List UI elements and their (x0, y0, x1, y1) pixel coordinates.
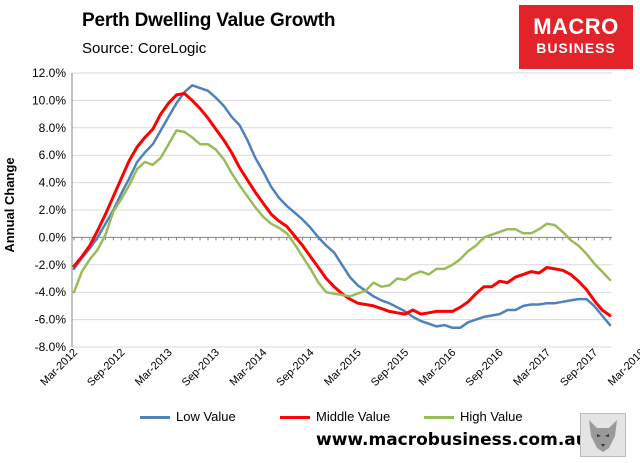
y-gridlines (72, 72, 612, 348)
x-tick-label: Sep-2012 (85, 347, 127, 389)
y-tick-label: 6.0% (39, 148, 67, 162)
y-tick-label: 4.0% (39, 176, 67, 190)
y-tick-label: 0.0% (39, 230, 67, 244)
macrobusiness-logo: MACRO BUSINESS (519, 5, 633, 69)
x-tick-label: Sep-2015 (369, 347, 411, 389)
y-tick-label: -2.0% (35, 258, 67, 272)
series-line-middle (72, 92, 612, 317)
legend-label-low: Low Value (176, 409, 236, 424)
axes (71, 73, 612, 347)
y-tick-label: -8.0% (35, 340, 67, 354)
legend-label-high: High Value (460, 409, 523, 424)
x-tick-label: Mar-2013 (133, 347, 175, 389)
series-lines (72, 84, 612, 330)
legend-item-high: High Value (424, 409, 523, 424)
logo-line-1: MACRO (533, 14, 619, 39)
legend-swatch-low (140, 416, 170, 420)
logo-line-2: BUSINESS (536, 40, 616, 56)
legend-swatch-middle (280, 416, 310, 420)
legend-item-middle: Middle Value (280, 409, 390, 424)
x-tick-label: Sep-2013 (180, 347, 222, 389)
x-tick-label: Sep-2017 (558, 347, 600, 389)
series-line-high (72, 129, 612, 298)
y-tick-label: -4.0% (35, 285, 67, 299)
x-tick-label: Mar-2014 (228, 347, 270, 389)
chart-title: Perth Dwelling Value Growth (82, 10, 336, 31)
y-tick-label: 8.0% (39, 121, 67, 135)
y-tick-label: 2.0% (39, 203, 67, 217)
x-tick-label: Mar-2018 (606, 347, 640, 389)
x-tick-labels: Mar-2012 Sep-2012 Mar-2013 Sep-2013 Mar-2014… (38, 347, 640, 389)
legend-label-middle: Middle Value (316, 409, 391, 424)
x-tick-label: Sep-2016 (464, 347, 506, 389)
legend-swatch-high (424, 416, 454, 420)
y-tick-labels: -8.0% -6.0% -4.0% -2.0% 0.0% 2.0% 4.0% 6.0% 8.0%… (32, 66, 66, 354)
y-tick-label: 10.0% (32, 93, 66, 107)
series-line-low (72, 84, 612, 330)
y-tick-label: -6.0% (35, 313, 67, 327)
wolf-logo-icon (580, 413, 626, 457)
y-tick-label: 12.0% (32, 66, 66, 80)
x-tick-label: Mar-2015 (322, 347, 364, 389)
website-url: www.macrobusiness.com.au (316, 430, 588, 450)
y-axis-label: Annual Change (2, 157, 17, 252)
x-tick-label: Mar-2016 (417, 347, 459, 389)
chart-source: Source: CoreLogic (82, 40, 207, 57)
x-tick-label: Sep-2014 (274, 347, 316, 389)
x-tick-label: Mar-2017 (511, 347, 553, 389)
legend-item-low: Low Value (140, 409, 236, 424)
